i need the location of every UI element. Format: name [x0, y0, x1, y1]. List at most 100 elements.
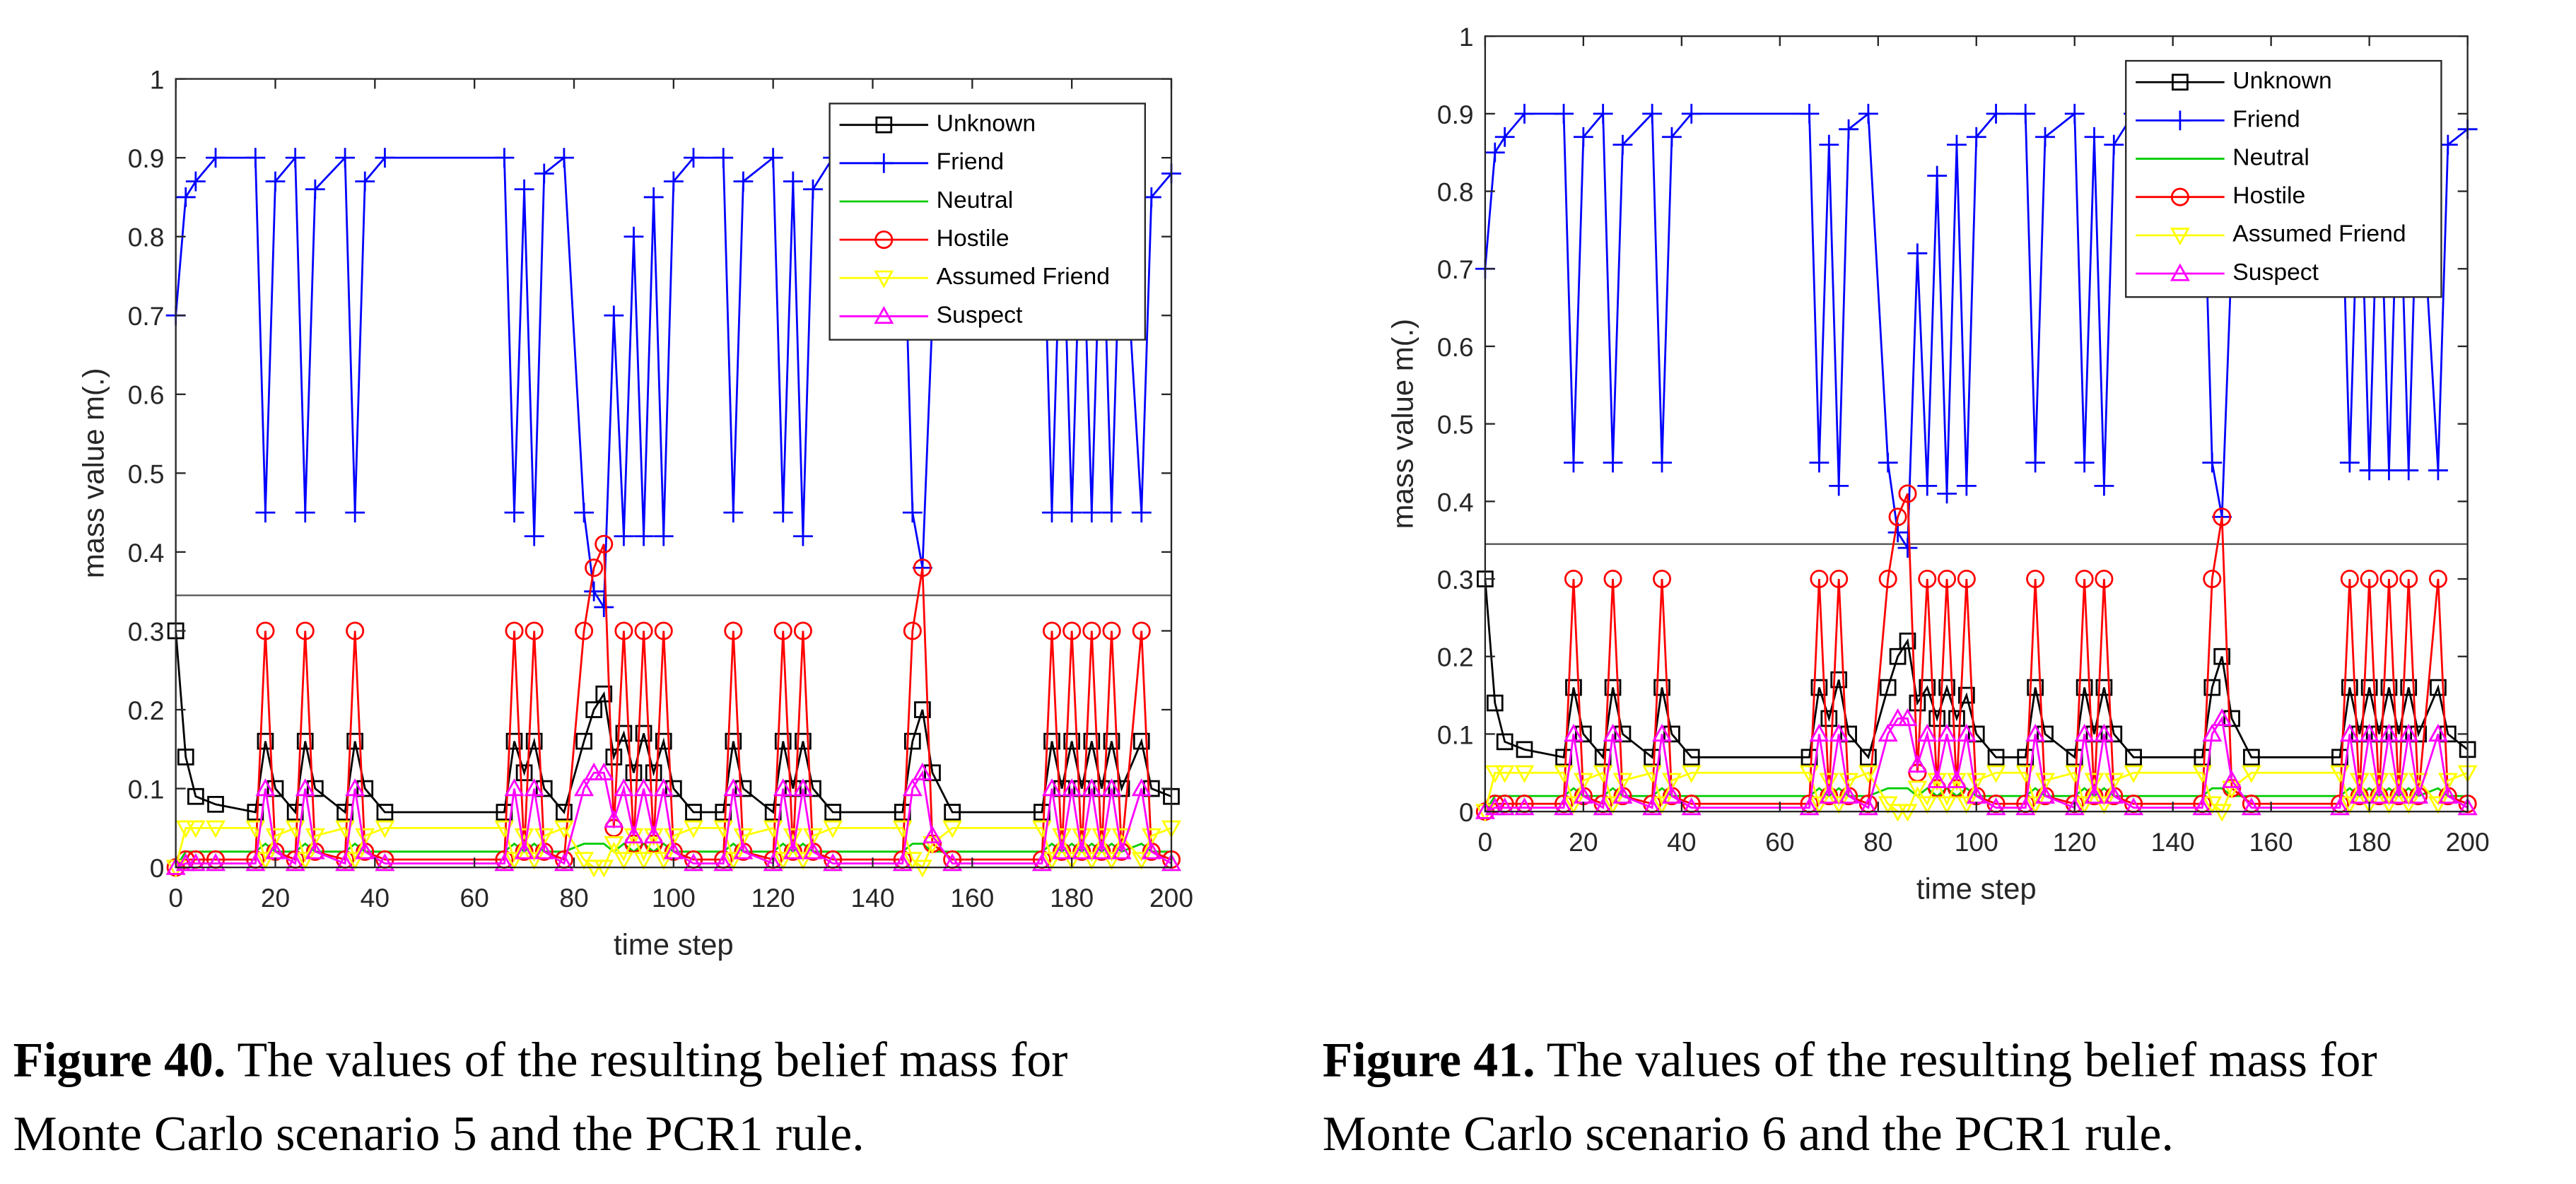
x-tick-label: 160 — [2249, 827, 2293, 857]
marker-plus — [2104, 134, 2124, 155]
marker-triangle-up — [1494, 797, 1515, 816]
marker-square — [625, 764, 643, 782]
marker-triangle-down — [1563, 796, 1583, 814]
marker-plus — [345, 503, 365, 523]
marker-triangle-up — [2084, 785, 2104, 804]
marker-triangle-up — [1042, 778, 1062, 797]
marker-circle — [1898, 484, 1917, 503]
marker-square — [1830, 671, 1848, 688]
marker-triangle-up — [2074, 723, 2095, 742]
marker-plus — [684, 148, 703, 168]
marker-triangle-up — [1603, 723, 1623, 742]
marker-plus — [2035, 127, 2055, 147]
marker-plus — [663, 171, 684, 192]
marker-square — [944, 804, 961, 821]
series-line — [1485, 715, 2469, 813]
marker-triangle-up — [803, 841, 823, 860]
legend-label: Hostile — [937, 225, 1009, 252]
marker-triangle-up — [1819, 785, 1839, 804]
marker-triangle-up — [1917, 723, 1938, 742]
marker-square — [2037, 725, 2054, 743]
marker-square — [306, 780, 324, 797]
marker-triangle-up — [1829, 723, 1849, 742]
marker-plus — [2084, 127, 2104, 147]
marker-plus — [2025, 452, 2046, 473]
legend-marker — [874, 305, 894, 324]
marker-triangle-up — [684, 853, 703, 872]
marker-triangle-down — [1603, 796, 1623, 814]
marker-plus — [623, 226, 644, 247]
x-tick-label: 200 — [1149, 883, 1193, 913]
legend-label: Neutral — [937, 187, 1014, 213]
marker-plus — [2399, 460, 2419, 481]
y-tick-label: 0.4 — [128, 538, 165, 568]
marker-square — [1967, 725, 1985, 743]
marker-square — [267, 780, 284, 797]
marker-plus — [1564, 452, 1583, 473]
marker-triangle-down — [614, 852, 634, 870]
marker-triangle-up — [653, 778, 674, 797]
marker-triangle-down — [534, 828, 554, 846]
y-tick-label: 0 — [1459, 797, 1474, 827]
marker-triangle-down — [2399, 796, 2419, 814]
marker-plus — [175, 187, 196, 207]
x-tick-label: 100 — [652, 883, 696, 913]
marker-square — [1486, 694, 1504, 712]
y-tick-label: 0.5 — [128, 459, 165, 488]
marker-triangle-up — [892, 853, 913, 872]
marker-circle — [1888, 508, 1907, 527]
marker-square — [2213, 647, 2231, 665]
caption-text: The values of the resulting belief mass … — [1535, 1033, 2377, 1087]
marker-triangle-up — [1809, 723, 1829, 742]
marker-triangle-down — [1937, 796, 1957, 814]
legend-marker — [874, 230, 894, 250]
marker-triangle-down — [524, 852, 544, 870]
marker-plus — [723, 503, 744, 523]
x-tick-label: 40 — [361, 883, 390, 913]
marker-triangle-down — [1514, 765, 1535, 783]
marker-plus — [1554, 103, 1574, 124]
marker-triangle-up — [1878, 723, 1898, 742]
marker-square — [2203, 679, 2221, 696]
x-tick-label: 60 — [1765, 827, 1794, 857]
marker-triangle-up — [623, 826, 644, 844]
marker-triangle-up — [2437, 785, 2458, 804]
marker-triangle-up — [2329, 797, 2350, 816]
marker-circle — [2203, 570, 2222, 589]
marker-circle — [1062, 621, 1082, 640]
caption: Figure 41. The values of the resulting b… — [1323, 1033, 2377, 1161]
legend-label: Friend — [2232, 106, 2300, 132]
marker-triangle-up — [2035, 785, 2056, 804]
marker-triangle-up — [1839, 785, 1859, 804]
marker-square — [645, 764, 662, 782]
marker-circle — [575, 621, 594, 640]
marker-plus — [1927, 165, 1948, 186]
marker-triangle-down — [2094, 796, 2114, 814]
marker-square — [1093, 780, 1111, 797]
x-axis-title: time step — [1916, 872, 2037, 905]
y-tick-label: 0.7 — [1437, 254, 1474, 284]
marker-triangle-down — [554, 820, 574, 838]
y-tick-label: 0.5 — [1437, 410, 1474, 440]
x-tick-label: 140 — [2151, 827, 2195, 857]
marker-triangle-up — [923, 826, 942, 844]
legend-box — [2125, 59, 2442, 298]
marker-triangle-up — [1652, 723, 1673, 742]
marker-plus — [1612, 134, 1633, 155]
marker-square — [903, 732, 921, 750]
y-tick-label: 0.9 — [1437, 100, 1474, 129]
marker-circle — [295, 621, 315, 640]
marker-plus — [375, 148, 395, 168]
marker-square — [1860, 749, 1877, 766]
caption-line: Figure 40. The values of the resulting b… — [13, 1033, 1068, 1087]
marker-square — [2400, 679, 2418, 696]
y-tick-label: 0.6 — [1437, 332, 1474, 362]
marker-circle — [1829, 570, 1849, 589]
marker-circle — [654, 621, 673, 640]
marker-plus — [206, 148, 226, 168]
marker-triangle-up — [713, 853, 734, 872]
marker-triangle-down — [773, 852, 793, 870]
marker-circle — [2379, 570, 2399, 589]
marker-plus — [245, 148, 266, 168]
marker-circle — [2360, 570, 2379, 589]
